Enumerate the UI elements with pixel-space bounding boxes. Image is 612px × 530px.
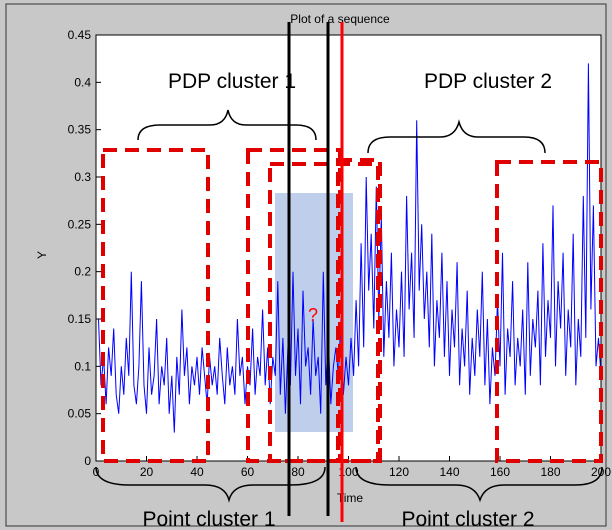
x-axis: 0 20 40 60 80 100 120 140 160 180 200 (93, 456, 611, 479)
chart-title: Plot of a sequence (290, 12, 390, 26)
question-mark: ? (308, 305, 318, 325)
y-tick-label: 0 (84, 454, 91, 468)
x-tick-label: 40 (190, 465, 204, 479)
x-axis-label: Time (337, 491, 364, 505)
y-axis-label: Y (35, 251, 49, 259)
dashed-box-3 (268, 162, 380, 463)
point-cluster-2-label: Point cluster 2 (401, 508, 534, 530)
x-tick-label: 180 (540, 465, 560, 479)
point-cluster-1-label: Point cluster 1 (142, 508, 275, 530)
dashed-box-1 (101, 148, 210, 463)
point-cluster-2-brace (355, 466, 603, 503)
pdp-cluster-2-label: PDP cluster 2 (424, 70, 552, 93)
dashed-box-4 (336, 158, 382, 463)
y-tick-label: 0.25 (68, 217, 92, 231)
dashed-box-5 (495, 160, 603, 463)
x-tick-label: 60 (241, 465, 255, 479)
x-tick-label: 80 (291, 465, 305, 479)
x-tick-label: 100 (338, 465, 358, 479)
x-tick-label: 20 (140, 465, 154, 479)
pdp-cluster-1-label: PDP cluster 1 (168, 70, 296, 93)
y-axis: 0 0.05 0.1 0.15 0.2 0.25 0.3 0.35 0.4 0.45 (68, 28, 101, 468)
series-line (98, 63, 602, 433)
point-cluster-1-brace (95, 466, 326, 503)
y-tick-label: 0.3 (74, 170, 91, 184)
pdp-cluster-2-brace (367, 119, 546, 154)
y-tick-label: 0.2 (74, 265, 91, 279)
x-tick-label: 120 (389, 465, 409, 479)
pdp-cluster-1-brace (137, 109, 317, 141)
y-tick-label: 0.15 (68, 312, 92, 326)
y-tick-label: 0.4 (74, 75, 91, 89)
y-tick-label: 0.45 (68, 28, 92, 42)
y-tick-label: 0.1 (74, 359, 91, 373)
dashed-boxes (101, 148, 603, 463)
x-tick-label: 140 (439, 465, 459, 479)
figure-frame (5, 3, 607, 527)
y-tick-label: 0.05 (68, 407, 92, 421)
x-tick-label: 160 (490, 465, 510, 479)
y-tick-label: 0.35 (68, 123, 92, 137)
